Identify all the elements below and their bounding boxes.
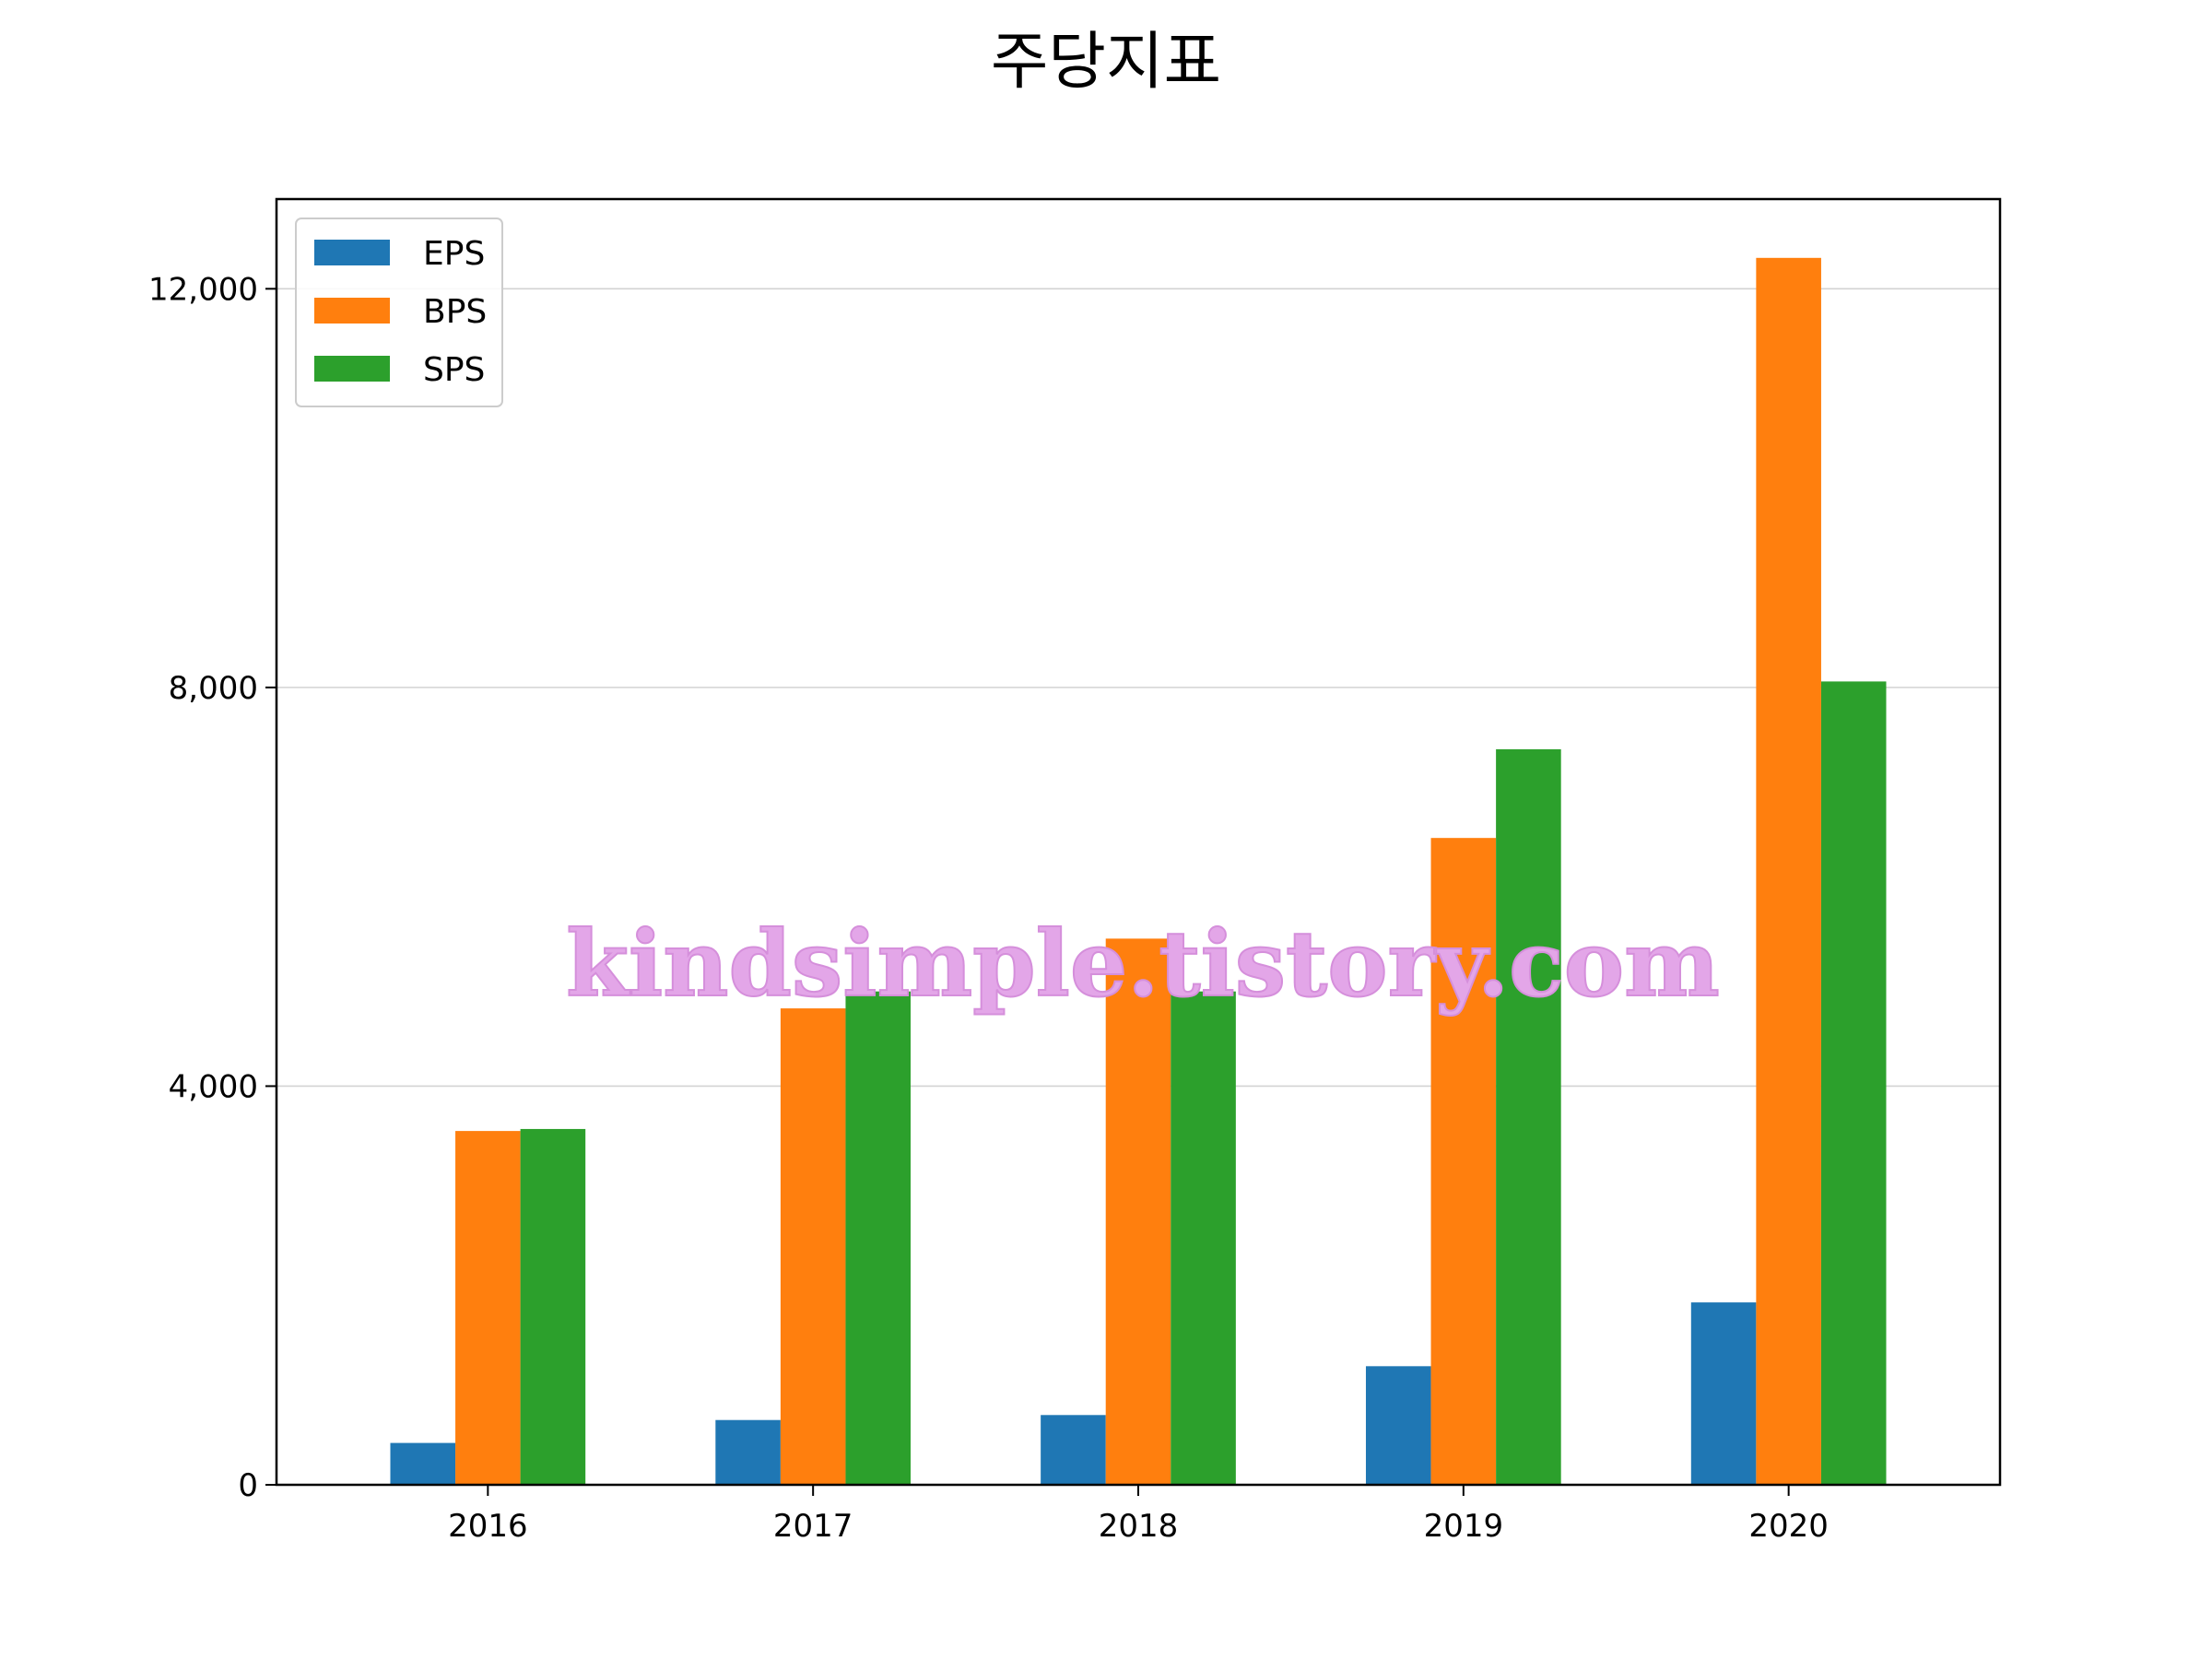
x-tick-label: 2018 (1099, 1508, 1179, 1545)
bar-bps-2016 (455, 1131, 521, 1485)
y-tick-label: 4,000 (169, 1068, 258, 1105)
y-tick-label: 0 (238, 1467, 258, 1504)
legend-swatch-eps (314, 240, 390, 265)
bar-sps-2017 (845, 991, 912, 1485)
bar-bps-2018 (1105, 938, 1171, 1485)
bar-eps-2016 (390, 1442, 456, 1485)
legend-label-eps: EPS (423, 235, 485, 273)
bar-sps-2018 (1171, 991, 1236, 1485)
bar-sps-2016 (520, 1128, 586, 1485)
bar-bps-2019 (1430, 838, 1497, 1485)
y-tick-label: 12,000 (148, 271, 258, 308)
bar-eps-2017 (715, 1419, 781, 1485)
bar-sps-2019 (1496, 748, 1561, 1485)
y-axis: 0 4,000 8,000 12,000 (148, 271, 276, 1504)
bar-eps-2018 (1041, 1415, 1106, 1485)
legend-label-sps: SPS (423, 351, 485, 389)
legend-label-bps: BPS (423, 293, 487, 331)
x-tick-label: 2017 (773, 1508, 853, 1545)
watermark-text: kindsimple.tistory.com (566, 912, 1720, 1018)
x-tick-label: 2016 (448, 1508, 528, 1545)
x-tick-label: 2020 (1748, 1508, 1829, 1545)
bar-sps-2020 (1820, 681, 1887, 1485)
bar-bps-2017 (780, 1008, 846, 1485)
legend-swatch-bps (314, 298, 390, 324)
bars (390, 257, 1887, 1485)
x-tick-label: 2019 (1424, 1508, 1504, 1545)
bar-bps-2020 (1756, 257, 1821, 1485)
x-axis: 2016 2017 2018 2019 2020 (448, 1485, 1829, 1545)
bar-eps-2020 (1690, 1302, 1757, 1485)
chart-title: 주당지표 (991, 26, 1221, 99)
bar-eps-2019 (1365, 1366, 1431, 1485)
y-tick-label: 8,000 (169, 670, 258, 707)
legend-swatch-sps (314, 356, 390, 382)
legend: EPS BPS SPS (295, 218, 503, 407)
